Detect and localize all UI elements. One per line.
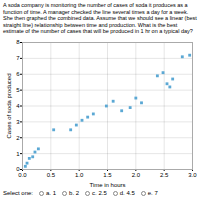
svg-text:2.5: 2.5 — [160, 172, 169, 178]
svg-text:1.0: 1.0 — [75, 172, 84, 178]
svg-text:0.5: 0.5 — [47, 172, 56, 178]
svg-text:2: 2 — [16, 135, 20, 141]
svg-text:4: 4 — [16, 103, 20, 109]
svg-text:8: 8 — [16, 39, 20, 45]
svg-text:3: 3 — [16, 119, 20, 125]
svg-text:Cases of soda produced: Cases of soda produced — [6, 73, 12, 138]
svg-text:6: 6 — [16, 71, 20, 77]
svg-text:Time in hours: Time in hours — [89, 181, 125, 187]
svg-text:0: 0 — [16, 166, 20, 173]
html-text:e. 7: e. 7 — [147, 190, 158, 196]
html-text:d. 4.5: d. 4.5 — [119, 190, 135, 196]
html-text:A soda company is monitoring t: A soda company is monitoring the number … — [3, 2, 197, 35]
svg-text:3.0: 3.0 — [188, 172, 197, 178]
svg-text:1.5: 1.5 — [103, 172, 112, 178]
svg-text:7: 7 — [16, 55, 20, 61]
svg-text:2.0: 2.0 — [132, 172, 141, 178]
html-text:Select one:: Select one: — [3, 190, 33, 196]
svg-text:0.0: 0.0 — [18, 172, 27, 178]
svg-text:1: 1 — [16, 151, 20, 157]
html-text:a. 1: a. 1 — [46, 190, 56, 196]
html-text:b. 2: b. 2 — [69, 190, 80, 196]
svg-text:5: 5 — [16, 87, 20, 93]
html-text:c. 2.5: c. 2.5 — [92, 190, 107, 196]
